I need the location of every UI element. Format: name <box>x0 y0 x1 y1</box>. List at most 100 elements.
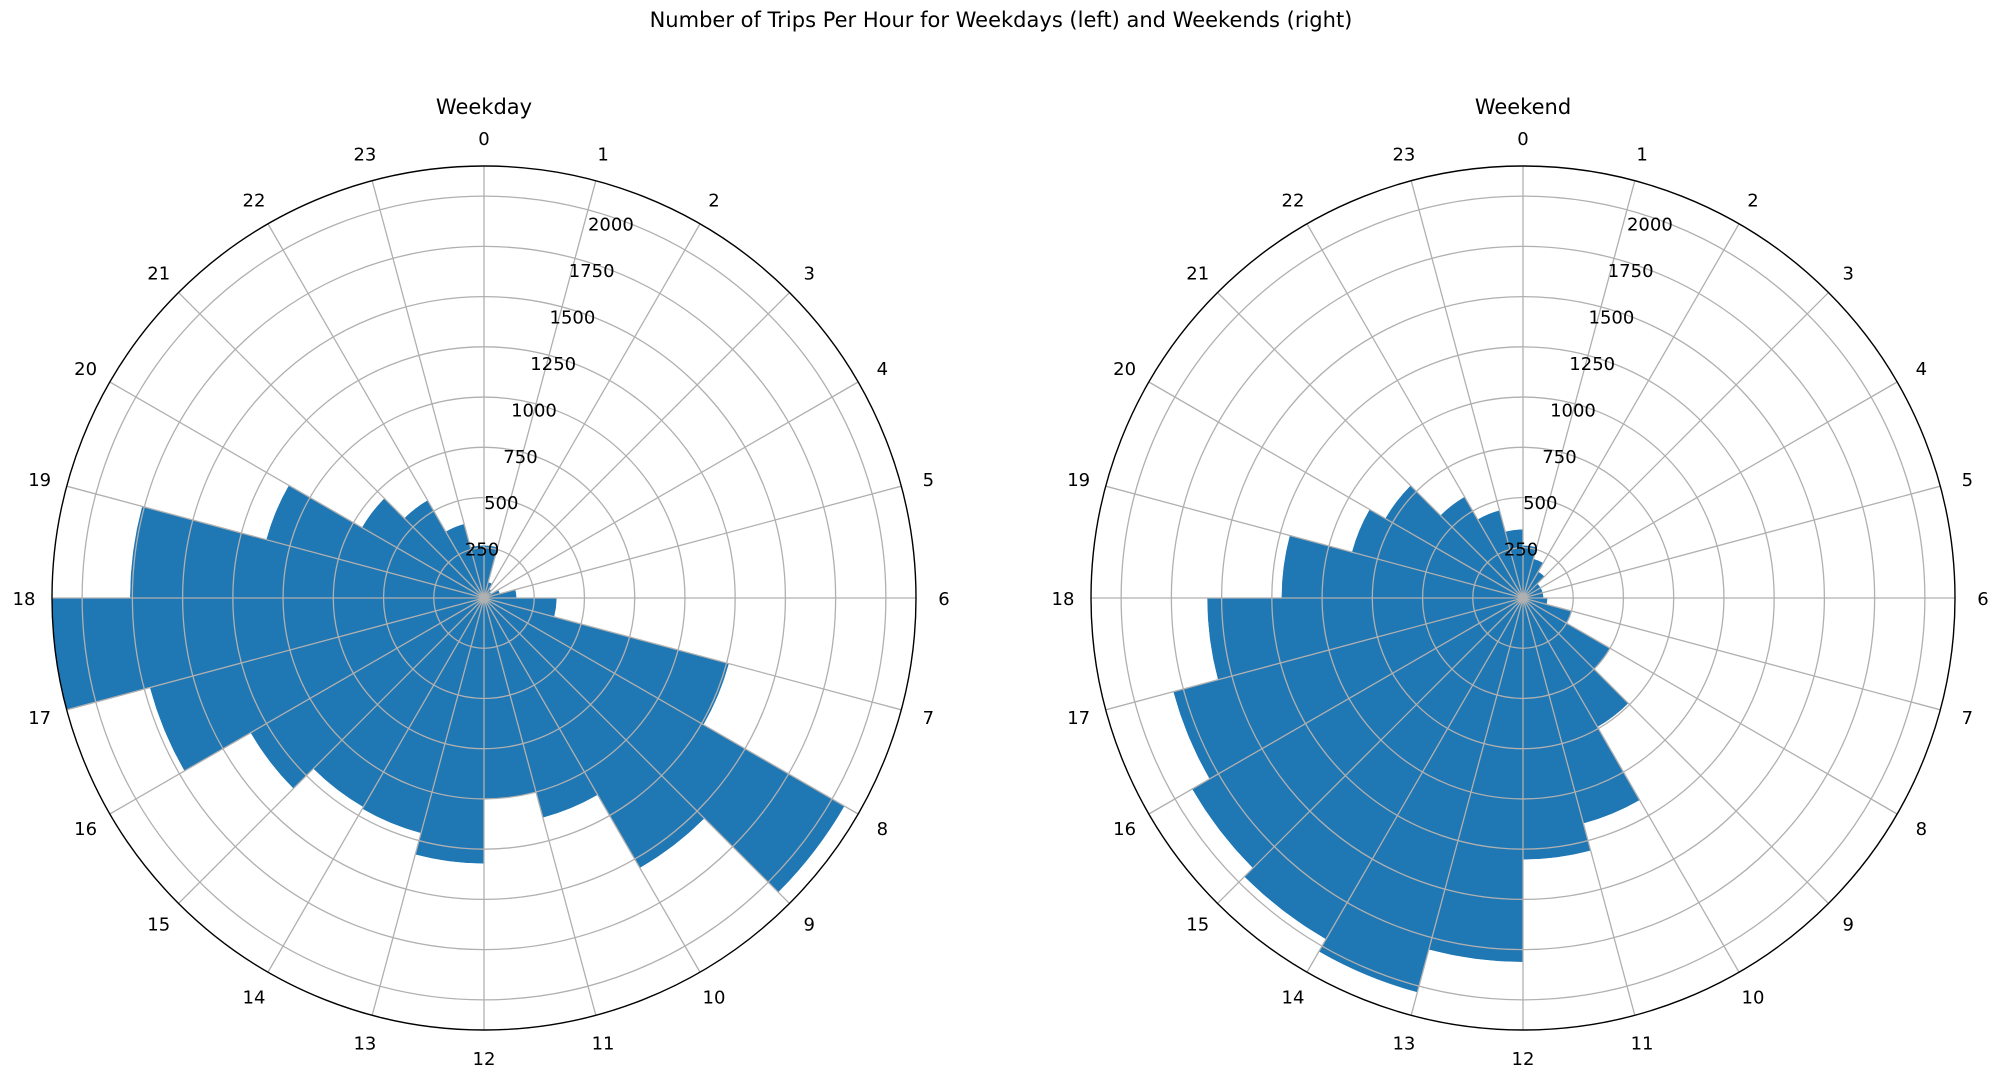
theta-tick-label: 23 <box>353 145 376 166</box>
theta-tick-label: 19 <box>28 470 51 491</box>
theta-tick-label: 12 <box>473 1049 496 1070</box>
radial-tick-label: 750 <box>1542 447 1576 468</box>
angular-gridline <box>483 597 859 815</box>
angular-gridline <box>1522 597 1636 1016</box>
theta-tick-label: 20 <box>1113 359 1136 380</box>
angular-gridline <box>109 597 485 815</box>
angular-gridline <box>1410 180 1524 599</box>
angular-gridline <box>483 292 790 599</box>
theta-tick-label: 21 <box>1186 264 1209 285</box>
angular-gridline <box>66 485 485 599</box>
radial-tick-label: 250 <box>1504 540 1538 561</box>
angular-gridline <box>1522 597 1941 711</box>
angular-gridline <box>1522 223 1740 599</box>
angular-gridline <box>1217 597 1524 904</box>
radial-tick-label: 1250 <box>530 354 576 375</box>
theta-tick-label: 23 <box>1392 145 1415 166</box>
theta-tick-label: 3 <box>804 264 815 285</box>
angular-gridline <box>483 180 597 599</box>
theta-tick-label: 2 <box>708 191 719 212</box>
angular-gridline <box>109 381 485 599</box>
angular-gridline <box>1522 597 1740 973</box>
theta-tick-label: 10 <box>703 987 726 1008</box>
radial-tick-label: 250 <box>465 540 499 561</box>
theta-tick-label: 7 <box>1962 708 1973 729</box>
angular-gridline <box>1306 223 1524 599</box>
theta-tick-label: 9 <box>804 914 815 935</box>
angular-gridline <box>483 485 902 599</box>
theta-tick-label: 17 <box>28 708 51 729</box>
theta-tick-label: 1 <box>1636 145 1647 166</box>
angular-gridline <box>483 597 701 973</box>
radial-tick-label: 1500 <box>550 308 596 329</box>
polar-chart-weekend: Weekend012345678910111213141516171819202… <box>1052 95 1989 1070</box>
theta-tick-label: 13 <box>1392 1033 1415 1054</box>
theta-tick-label: 0 <box>478 129 489 150</box>
chart-title: Weekday <box>436 95 532 119</box>
angular-gridline <box>178 597 485 904</box>
theta-tick-label: 14 <box>243 987 266 1008</box>
angular-gridline <box>1522 381 1898 599</box>
radial-tick-label: 1750 <box>1608 261 1654 282</box>
figure-title: Number of Trips Per Hour for Weekdays (l… <box>649 8 1353 32</box>
angular-gridline <box>1217 292 1524 599</box>
radial-tick-label: 2000 <box>1627 215 1673 236</box>
radial-tick-label: 1000 <box>511 400 557 421</box>
theta-tick-label: 8 <box>1916 819 1927 840</box>
polar-frame <box>1090 165 1956 1031</box>
theta-tick-label: 7 <box>923 708 934 729</box>
theta-tick-label: 3 <box>1843 264 1854 285</box>
angular-gridline <box>1522 180 1636 599</box>
theta-tick-label: 20 <box>74 359 97 380</box>
angular-gridline <box>1410 597 1524 1016</box>
theta-tick-label: 4 <box>1916 359 1927 380</box>
angular-gridline <box>483 597 902 711</box>
theta-tick-label: 11 <box>592 1033 615 1054</box>
angular-gridline <box>371 180 485 599</box>
radial-tick-label: 750 <box>503 447 537 468</box>
angular-gridline <box>1148 597 1524 815</box>
polar-chart-weekday: Weekday012345678910111213141516171819202… <box>13 95 950 1070</box>
theta-tick-label: 14 <box>1282 987 1305 1008</box>
theta-tick-label: 4 <box>877 359 888 380</box>
theta-tick-label: 22 <box>1282 191 1305 212</box>
angular-gridline <box>483 597 790 904</box>
chart-title: Weekend <box>1475 95 1571 119</box>
radial-tick-label: 2000 <box>588 215 634 236</box>
radial-tick-label: 1500 <box>1589 308 1635 329</box>
theta-tick-label: 6 <box>938 589 949 610</box>
radial-tick-label: 500 <box>1523 493 1557 514</box>
angular-gridline <box>1105 597 1524 711</box>
theta-tick-label: 17 <box>1067 708 1090 729</box>
angular-gridline <box>483 597 597 1016</box>
theta-tick-label: 15 <box>147 914 170 935</box>
theta-tick-label: 21 <box>147 264 170 285</box>
theta-tick-label: 11 <box>1631 1033 1654 1054</box>
radial-tick-label: 1250 <box>1569 354 1615 375</box>
theta-tick-label: 5 <box>923 470 934 491</box>
theta-tick-label: 19 <box>1067 470 1090 491</box>
theta-tick-label: 12 <box>1512 1049 1535 1070</box>
theta-tick-label: 10 <box>1742 987 1765 1008</box>
polar-frame <box>51 165 917 1031</box>
angular-gridline <box>66 597 485 711</box>
angular-gridline <box>1148 381 1524 599</box>
angular-gridline <box>1522 485 1941 599</box>
theta-tick-label: 1 <box>597 145 608 166</box>
angular-gridline <box>267 597 485 973</box>
theta-tick-label: 18 <box>13 589 36 610</box>
theta-tick-label: 9 <box>1843 914 1854 935</box>
angular-gridline <box>483 381 859 599</box>
theta-tick-label: 15 <box>1186 914 1209 935</box>
theta-tick-label: 16 <box>1113 819 1136 840</box>
theta-tick-label: 6 <box>1977 589 1988 610</box>
angular-gridline <box>1105 485 1524 599</box>
angular-gridline <box>483 223 701 599</box>
theta-tick-label: 16 <box>74 819 97 840</box>
radial-tick-label: 1000 <box>1550 400 1596 421</box>
theta-tick-label: 8 <box>877 819 888 840</box>
radial-tick-label: 1750 <box>569 261 615 282</box>
radial-tick-label: 500 <box>484 493 518 514</box>
theta-tick-label: 22 <box>243 191 266 212</box>
